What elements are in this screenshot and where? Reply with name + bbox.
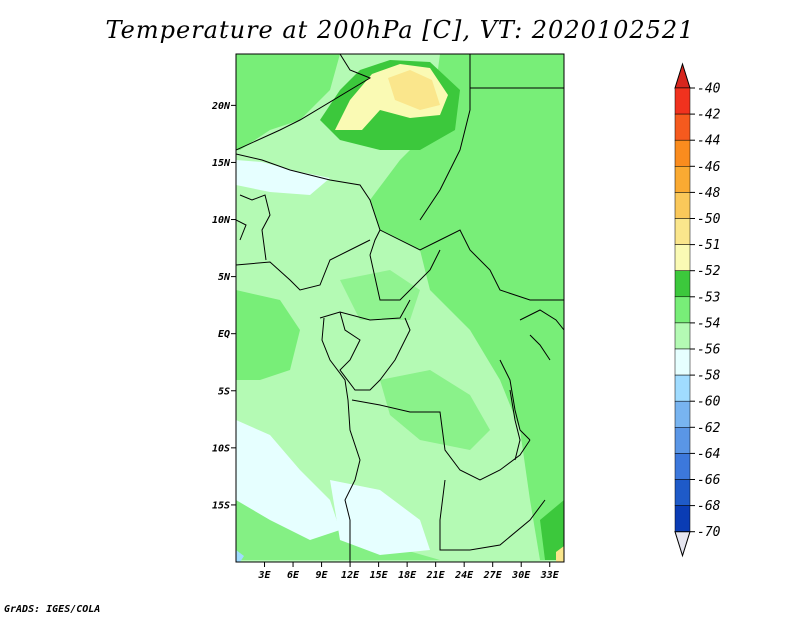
lat-tick-label: 20N — [211, 101, 231, 112]
lon-tick-label: 24E — [454, 570, 474, 581]
field-region — [540, 500, 564, 560]
lon-tick-label: 30E — [511, 570, 531, 581]
lon-tick-label: 18E — [398, 570, 417, 581]
lat-tick-label: 5N — [218, 272, 231, 283]
lon-tick-label: 27E — [483, 570, 503, 581]
colorbar-label: -58 — [697, 369, 721, 384]
colorbar-bin — [674, 479, 691, 506]
lat-tick-label: 10S — [212, 443, 230, 454]
field-region — [370, 54, 564, 560]
colorbar-bin — [674, 374, 691, 402]
colorbar-bin — [674, 192, 691, 219]
colorbar-bin — [674, 505, 691, 532]
field-region — [330, 480, 430, 555]
colorbar-label: -60 — [697, 395, 721, 410]
country-borders — [236, 54, 564, 562]
colorbar-top-triangle — [674, 62, 691, 89]
map-border — [235, 53, 565, 563]
temperature-field — [236, 54, 564, 562]
lon-tick-label: 21E — [426, 570, 446, 581]
colorbar-bin — [674, 296, 691, 324]
map-frame — [235, 53, 565, 563]
colorbar-label: -52 — [697, 264, 721, 279]
field-region — [388, 70, 440, 110]
colorbar-bin — [674, 453, 691, 480]
field-region — [556, 546, 564, 562]
colorbar-bin — [674, 218, 691, 245]
colorbar-label: -44 — [697, 134, 720, 149]
lon-tick-label: 15E — [370, 570, 389, 581]
field-region — [236, 54, 340, 150]
lon-tick-label: 3E — [257, 570, 271, 581]
field-region — [236, 550, 244, 562]
longitude-axis: 3E 6E 9E 12E 15E 18E 21E 24E 27E 30E 33E — [257, 562, 560, 581]
lat-tick-label: 15S — [212, 500, 230, 511]
footer-credit: GrADS: IGES/COLA — [4, 604, 101, 615]
colorbar-bin — [674, 166, 691, 193]
lat-tick-label: 10N — [212, 215, 231, 226]
colorbar-bin — [674, 139, 691, 167]
field-region — [236, 290, 300, 380]
lat-tick-label: 15N — [212, 158, 231, 169]
colorbar-label: -64 — [697, 447, 720, 462]
lon-tick-label: 6E — [287, 570, 300, 581]
field-region — [236, 420, 340, 540]
colorbar-bin — [674, 270, 691, 298]
colorbar-bin — [674, 322, 691, 350]
lon-tick-label: 9E — [316, 570, 329, 581]
colorbar-label: -51 — [697, 238, 720, 253]
colorbar-bin — [674, 87, 691, 115]
field-region — [340, 270, 420, 320]
colorbar-bin — [674, 348, 691, 376]
colorbar-bin — [674, 244, 691, 271]
lat-tick-label: 5S — [218, 386, 230, 397]
colorbar: -40 -42 -44 -46 -48 -50 -51 -52 -53 -54 -56 -58 -60 -… — [674, 62, 721, 558]
colorbar-label: -68 — [697, 499, 721, 514]
colorbar-label: -48 — [697, 186, 721, 201]
colorbar-label: -42 — [697, 108, 721, 123]
lat-tick-label: EQ — [218, 329, 230, 340]
field-region — [380, 370, 490, 450]
lon-tick-label: 33E — [540, 570, 560, 581]
colorbar-label: -54 — [697, 316, 720, 331]
map-title: Temperature at 200hPa [C], VT: 202010252… — [105, 16, 695, 44]
colorbar-bottom-triangle — [674, 531, 691, 558]
colorbar-label: -50 — [697, 212, 721, 227]
colorbar-label: -56 — [697, 343, 721, 358]
colorbar-bin — [674, 400, 691, 428]
field-region — [236, 160, 330, 195]
lon-tick-label: 12E — [341, 570, 360, 581]
colorbar-label: -53 — [697, 290, 720, 305]
colorbar-label: -62 — [697, 421, 721, 436]
colorbar-label: -66 — [697, 473, 721, 488]
colorbar-bin — [674, 427, 691, 454]
colorbar-label: -40 — [697, 82, 721, 97]
colorbar-label: -70 — [697, 525, 721, 540]
colorbar-label: -46 — [697, 160, 721, 175]
colorbar-bin — [674, 113, 691, 141]
latitude-axis: 20N 15N 10N 5N EQ 5S 10S 15S — [211, 101, 236, 511]
